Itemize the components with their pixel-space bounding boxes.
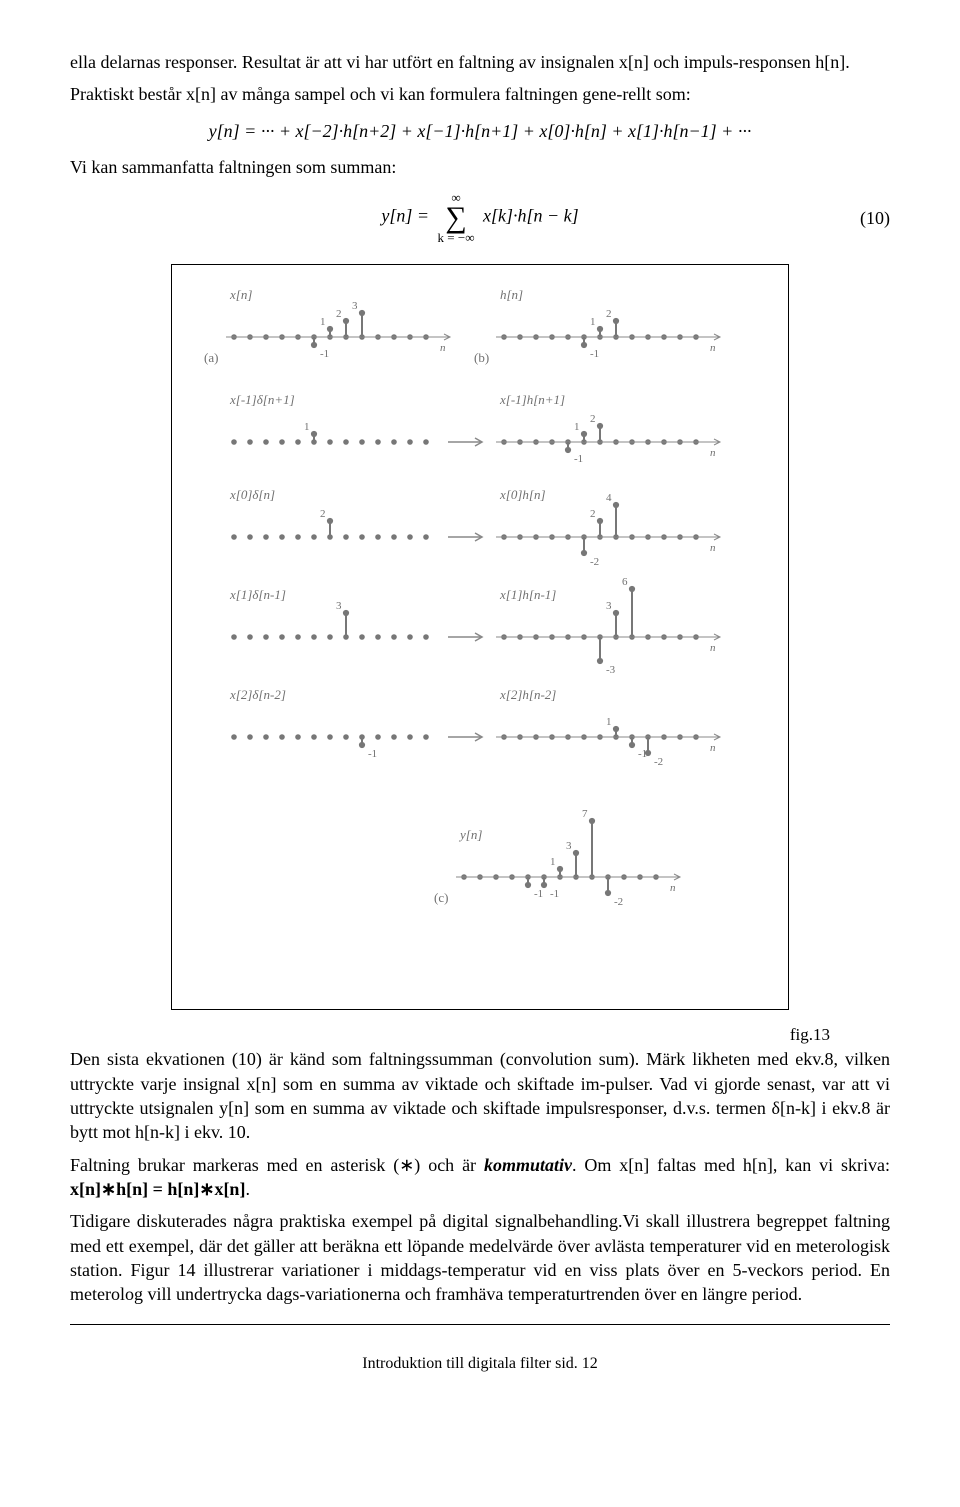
svg-text:n: n bbox=[710, 447, 716, 459]
svg-text:x[1]δ[n-1]: x[1]δ[n-1] bbox=[229, 587, 286, 602]
svg-text:x[0]h[n]: x[0]h[n] bbox=[499, 487, 546, 502]
svg-text:-2: -2 bbox=[654, 756, 663, 768]
svg-text:4: 4 bbox=[606, 492, 612, 504]
paragraph: ella delarnas responser. Resultat är att… bbox=[70, 50, 890, 74]
svg-text:1: 1 bbox=[574, 421, 580, 433]
eq-number: (10) bbox=[860, 206, 890, 230]
svg-text:3: 3 bbox=[606, 600, 612, 612]
svg-text:x[n]: x[n] bbox=[229, 287, 252, 302]
svg-text:3: 3 bbox=[566, 840, 572, 852]
paragraph: Tidigare diskuterades några praktiska ex… bbox=[70, 1209, 890, 1306]
svg-text:x[2]h[n-2]: x[2]h[n-2] bbox=[499, 687, 556, 702]
svg-text:n: n bbox=[670, 882, 676, 894]
svg-text:x[2]δ[n-2]: x[2]δ[n-2] bbox=[229, 687, 286, 702]
svg-text:1: 1 bbox=[320, 316, 326, 328]
svg-text:x[-1]h[n+1]: x[-1]h[n+1] bbox=[499, 392, 565, 407]
svg-text:-1: -1 bbox=[368, 748, 377, 760]
summation-symbol: ∞ ∑ k = −∞ bbox=[438, 191, 475, 244]
svg-text:2: 2 bbox=[590, 413, 596, 425]
svg-text:(a): (a) bbox=[204, 350, 218, 365]
svg-text:x[0]δ[n]: x[0]δ[n] bbox=[229, 487, 275, 502]
svg-text:-1: -1 bbox=[320, 348, 329, 360]
svg-text:2: 2 bbox=[590, 508, 596, 520]
paragraph: Praktiskt består x[n] av många sampel oc… bbox=[70, 82, 890, 106]
svg-text:1: 1 bbox=[606, 716, 612, 728]
convolution-stem-plots: n123-1x[n](a)n12-1h[n](b)1x[-1]δ[n+1]n2-… bbox=[180, 277, 780, 997]
svg-text:n: n bbox=[710, 642, 716, 654]
eq-lhs: y[n] = bbox=[209, 121, 261, 141]
paragraph: Vi kan sammanfatta faltningen som summan… bbox=[70, 155, 890, 179]
svg-text:x[-1]δ[n+1]: x[-1]δ[n+1] bbox=[229, 392, 295, 407]
svg-text:n: n bbox=[710, 542, 716, 554]
svg-text:(b): (b) bbox=[474, 350, 489, 365]
svg-text:2: 2 bbox=[606, 308, 612, 320]
svg-text:x[1]h[n-1]: x[1]h[n-1] bbox=[499, 587, 556, 602]
equation-yseries: y[n] = ··· + x[−2]·h[n+2] + x[−1]·h[n+1]… bbox=[70, 119, 890, 143]
svg-text:3: 3 bbox=[336, 600, 342, 612]
svg-text:3: 3 bbox=[352, 300, 358, 312]
svg-text:(c): (c) bbox=[434, 890, 448, 905]
svg-text:1: 1 bbox=[304, 421, 310, 433]
svg-text:n: n bbox=[440, 342, 446, 354]
svg-text:2: 2 bbox=[320, 508, 326, 520]
svg-text:-2: -2 bbox=[614, 896, 623, 908]
figure-13: n123-1x[n](a)n12-1h[n](b)1x[-1]δ[n+1]n2-… bbox=[70, 264, 890, 1016]
eq-lhs: y[n] = bbox=[381, 206, 433, 226]
svg-text:n: n bbox=[710, 742, 716, 754]
footer-rule bbox=[70, 1324, 890, 1325]
svg-text:2: 2 bbox=[336, 308, 342, 320]
paragraph: Faltning brukar markeras med en asterisk… bbox=[70, 1153, 890, 1202]
svg-text:h[n]: h[n] bbox=[500, 287, 523, 302]
svg-text:-1: -1 bbox=[534, 888, 543, 900]
svg-text:1: 1 bbox=[550, 856, 556, 868]
svg-text:-1: -1 bbox=[574, 453, 583, 465]
equation-convolution-sum: y[n] = ∞ ∑ k = −∞ x[k]·h[n − k] (10) bbox=[70, 191, 890, 244]
svg-text:-2: -2 bbox=[590, 556, 599, 568]
svg-text:-1: -1 bbox=[590, 348, 599, 360]
svg-text:n: n bbox=[710, 342, 716, 354]
svg-text:6: 6 bbox=[622, 576, 628, 588]
svg-text:7: 7 bbox=[582, 808, 588, 820]
eq-rhs: ··· + x[−2]·h[n+2] + x[−1]·h[n+1] + x[0]… bbox=[261, 121, 752, 141]
svg-text:-1: -1 bbox=[550, 888, 559, 900]
svg-text:1: 1 bbox=[590, 316, 596, 328]
page-footer: Introduktion till digitala filter sid. 1… bbox=[70, 1353, 890, 1375]
figure-caption: fig.13 bbox=[70, 1024, 890, 1047]
paragraph: Den sista ekvationen (10) är känd som fa… bbox=[70, 1047, 890, 1144]
eq-body: x[k]·h[n − k] bbox=[483, 206, 579, 226]
svg-text:y[n]: y[n] bbox=[458, 827, 482, 842]
svg-text:-3: -3 bbox=[606, 664, 616, 676]
